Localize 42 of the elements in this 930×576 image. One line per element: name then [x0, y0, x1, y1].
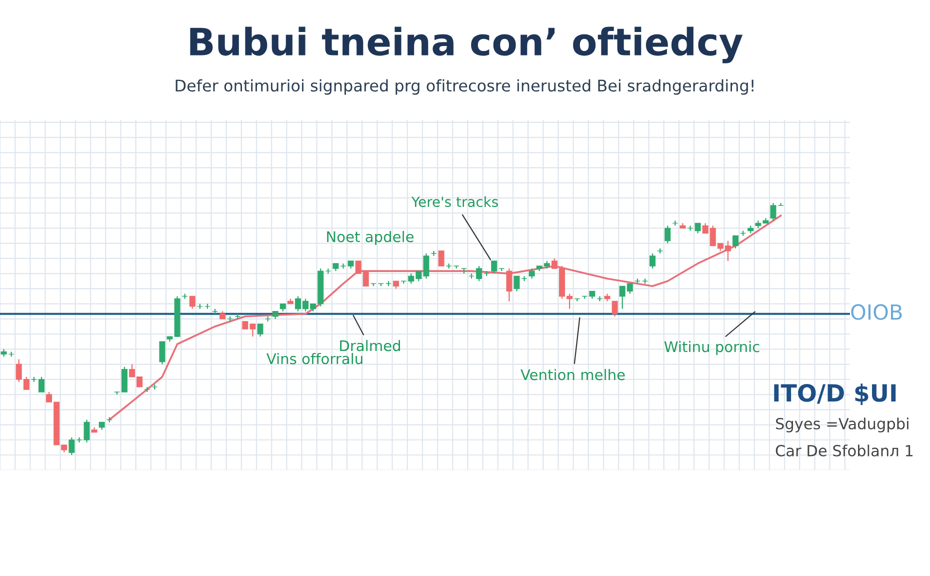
candlestick [506, 268, 512, 302]
candlestick [528, 268, 535, 280]
candlestick [521, 276, 528, 282]
annotation: Dralmed [340, 340, 400, 352]
annotation: ITO/D $UI [774, 384, 896, 405]
candlestick [694, 222, 701, 234]
annotation: Car De Sfoblanл 1 [776, 444, 913, 456]
chart-title: Bubui tneina con’ oftiedcy [190, 26, 743, 64]
ref-line-label: OIOB [851, 304, 902, 320]
candlestick [476, 265, 482, 282]
annotation: Yere's tracks [411, 196, 498, 208]
annotation: Noet apdele [327, 230, 414, 246]
candlestick [664, 225, 671, 244]
candlestick [159, 341, 166, 365]
candlestick [340, 262, 346, 270]
candlestick [650, 252, 656, 270]
candlestick [182, 293, 188, 300]
annotation: Sgyes =Vadugpbi [776, 418, 908, 432]
annotation: Witinu pornic [664, 340, 760, 356]
candlestick [38, 376, 44, 393]
candlestick [76, 436, 82, 443]
candlestick [574, 298, 580, 302]
candlestick [514, 276, 520, 292]
candlestick [84, 419, 90, 443]
candlestick [189, 296, 196, 310]
candlestick [121, 366, 128, 393]
candlestick [430, 250, 437, 256]
candlestick [732, 235, 738, 249]
candlestick [687, 225, 694, 232]
annotation: Vins offorralu [266, 352, 362, 364]
candlestick [264, 316, 271, 322]
candlestick [770, 202, 776, 222]
candlestick [438, 250, 444, 266]
candlestick [491, 260, 498, 274]
candlestick [778, 202, 784, 206]
candlestick [596, 296, 603, 302]
candlestick [740, 230, 746, 236]
annotation: Vention melhe [520, 368, 625, 380]
candlestick [612, 300, 618, 317]
candlestick [68, 436, 75, 456]
chart-subtitle: Defer ontimurioi signpared prg ofitrecosre inerusted Bei sradngerarding! [176, 79, 754, 95]
candlestick [257, 323, 264, 338]
